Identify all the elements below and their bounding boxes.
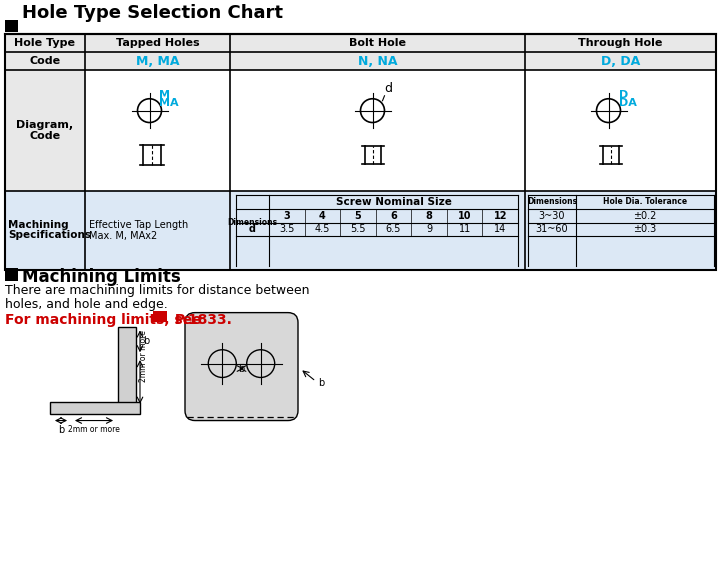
Text: holes, and hole and edge.: holes, and hole and edge. [5,298,168,311]
Text: 5: 5 [355,210,361,221]
Text: Bolt Hole: Bolt Hole [349,39,406,48]
Text: D, DA: D, DA [601,55,640,68]
Text: Hole Type: Hole Type [14,39,76,48]
Text: Diagram,
Code: Diagram, Code [17,120,74,141]
Text: b: b [318,378,324,388]
Text: Screw Nominal Size: Screw Nominal Size [335,197,451,207]
Text: 9: 9 [426,224,432,235]
Bar [5,52,716,70]
Text: b: b [143,336,149,346]
Bar [5,70,85,191]
Text: P.1833.: P.1833. [170,313,232,327]
Text: 3: 3 [283,210,290,221]
Text: 6.5: 6.5 [386,224,401,235]
Text: Machining Limits: Machining Limits [22,268,181,286]
Text: 8: 8 [425,210,433,221]
Text: b: b [239,363,244,374]
Bar [5,34,716,52]
Text: Specifications: Specifications [8,231,91,240]
Bar [236,195,518,266]
Text: 31~60: 31~60 [536,224,568,235]
Bar [153,310,167,321]
Bar [118,328,136,409]
Text: M, MA: M, MA [136,55,180,68]
Text: Hole Dia. Tolerance: Hole Dia. Tolerance [603,197,687,206]
Text: For machining limits, see: For machining limits, see [5,313,202,327]
Text: 2mm or more: 2mm or more [138,330,148,382]
Text: N, NA: N, NA [358,55,397,68]
Bar [5,268,18,281]
Text: 3~30: 3~30 [539,210,565,221]
Text: 10: 10 [458,210,472,221]
Text: 5.5: 5.5 [350,224,366,235]
Text: Hole Type Selection Chart: Hole Type Selection Chart [22,3,283,21]
Text: Dimensions: Dimensions [227,218,278,227]
Text: Dimensions: Dimensions [527,197,577,206]
Bar [5,20,18,32]
Text: Machining: Machining [8,220,68,231]
Text: 4: 4 [319,210,326,221]
Text: Through Hole: Through Hole [578,39,663,48]
FancyBboxPatch shape [185,313,298,420]
Text: There are machining limits for distance between: There are machining limits for distance … [5,284,309,297]
Text: d: d [249,224,256,235]
Text: 12: 12 [493,210,507,221]
Text: ±0.2: ±0.2 [633,210,657,221]
Bar [5,191,716,270]
Text: MA: MA [159,98,179,108]
Text: 14: 14 [494,224,506,235]
Text: 11: 11 [459,224,471,235]
Text: 3.5: 3.5 [279,224,294,235]
Text: 4.5: 4.5 [314,224,330,235]
Bar [50,402,140,413]
Text: 6: 6 [390,210,397,221]
Text: Tapped Holes: Tapped Holes [115,39,199,48]
Bar [5,34,716,270]
Text: Code: Code [30,56,61,66]
Text: b: b [58,424,64,435]
Text: 2mm or more: 2mm or more [68,424,120,434]
Text: ±0.3: ±0.3 [633,224,657,235]
Text: DA: DA [619,98,637,108]
Text: d: d [384,82,392,95]
Bar [528,195,714,266]
Text: D: D [619,90,628,99]
Text: Effective Tap Length
Max. M, MAx2: Effective Tap Length Max. M, MAx2 [89,220,188,242]
Text: M: M [159,90,170,99]
